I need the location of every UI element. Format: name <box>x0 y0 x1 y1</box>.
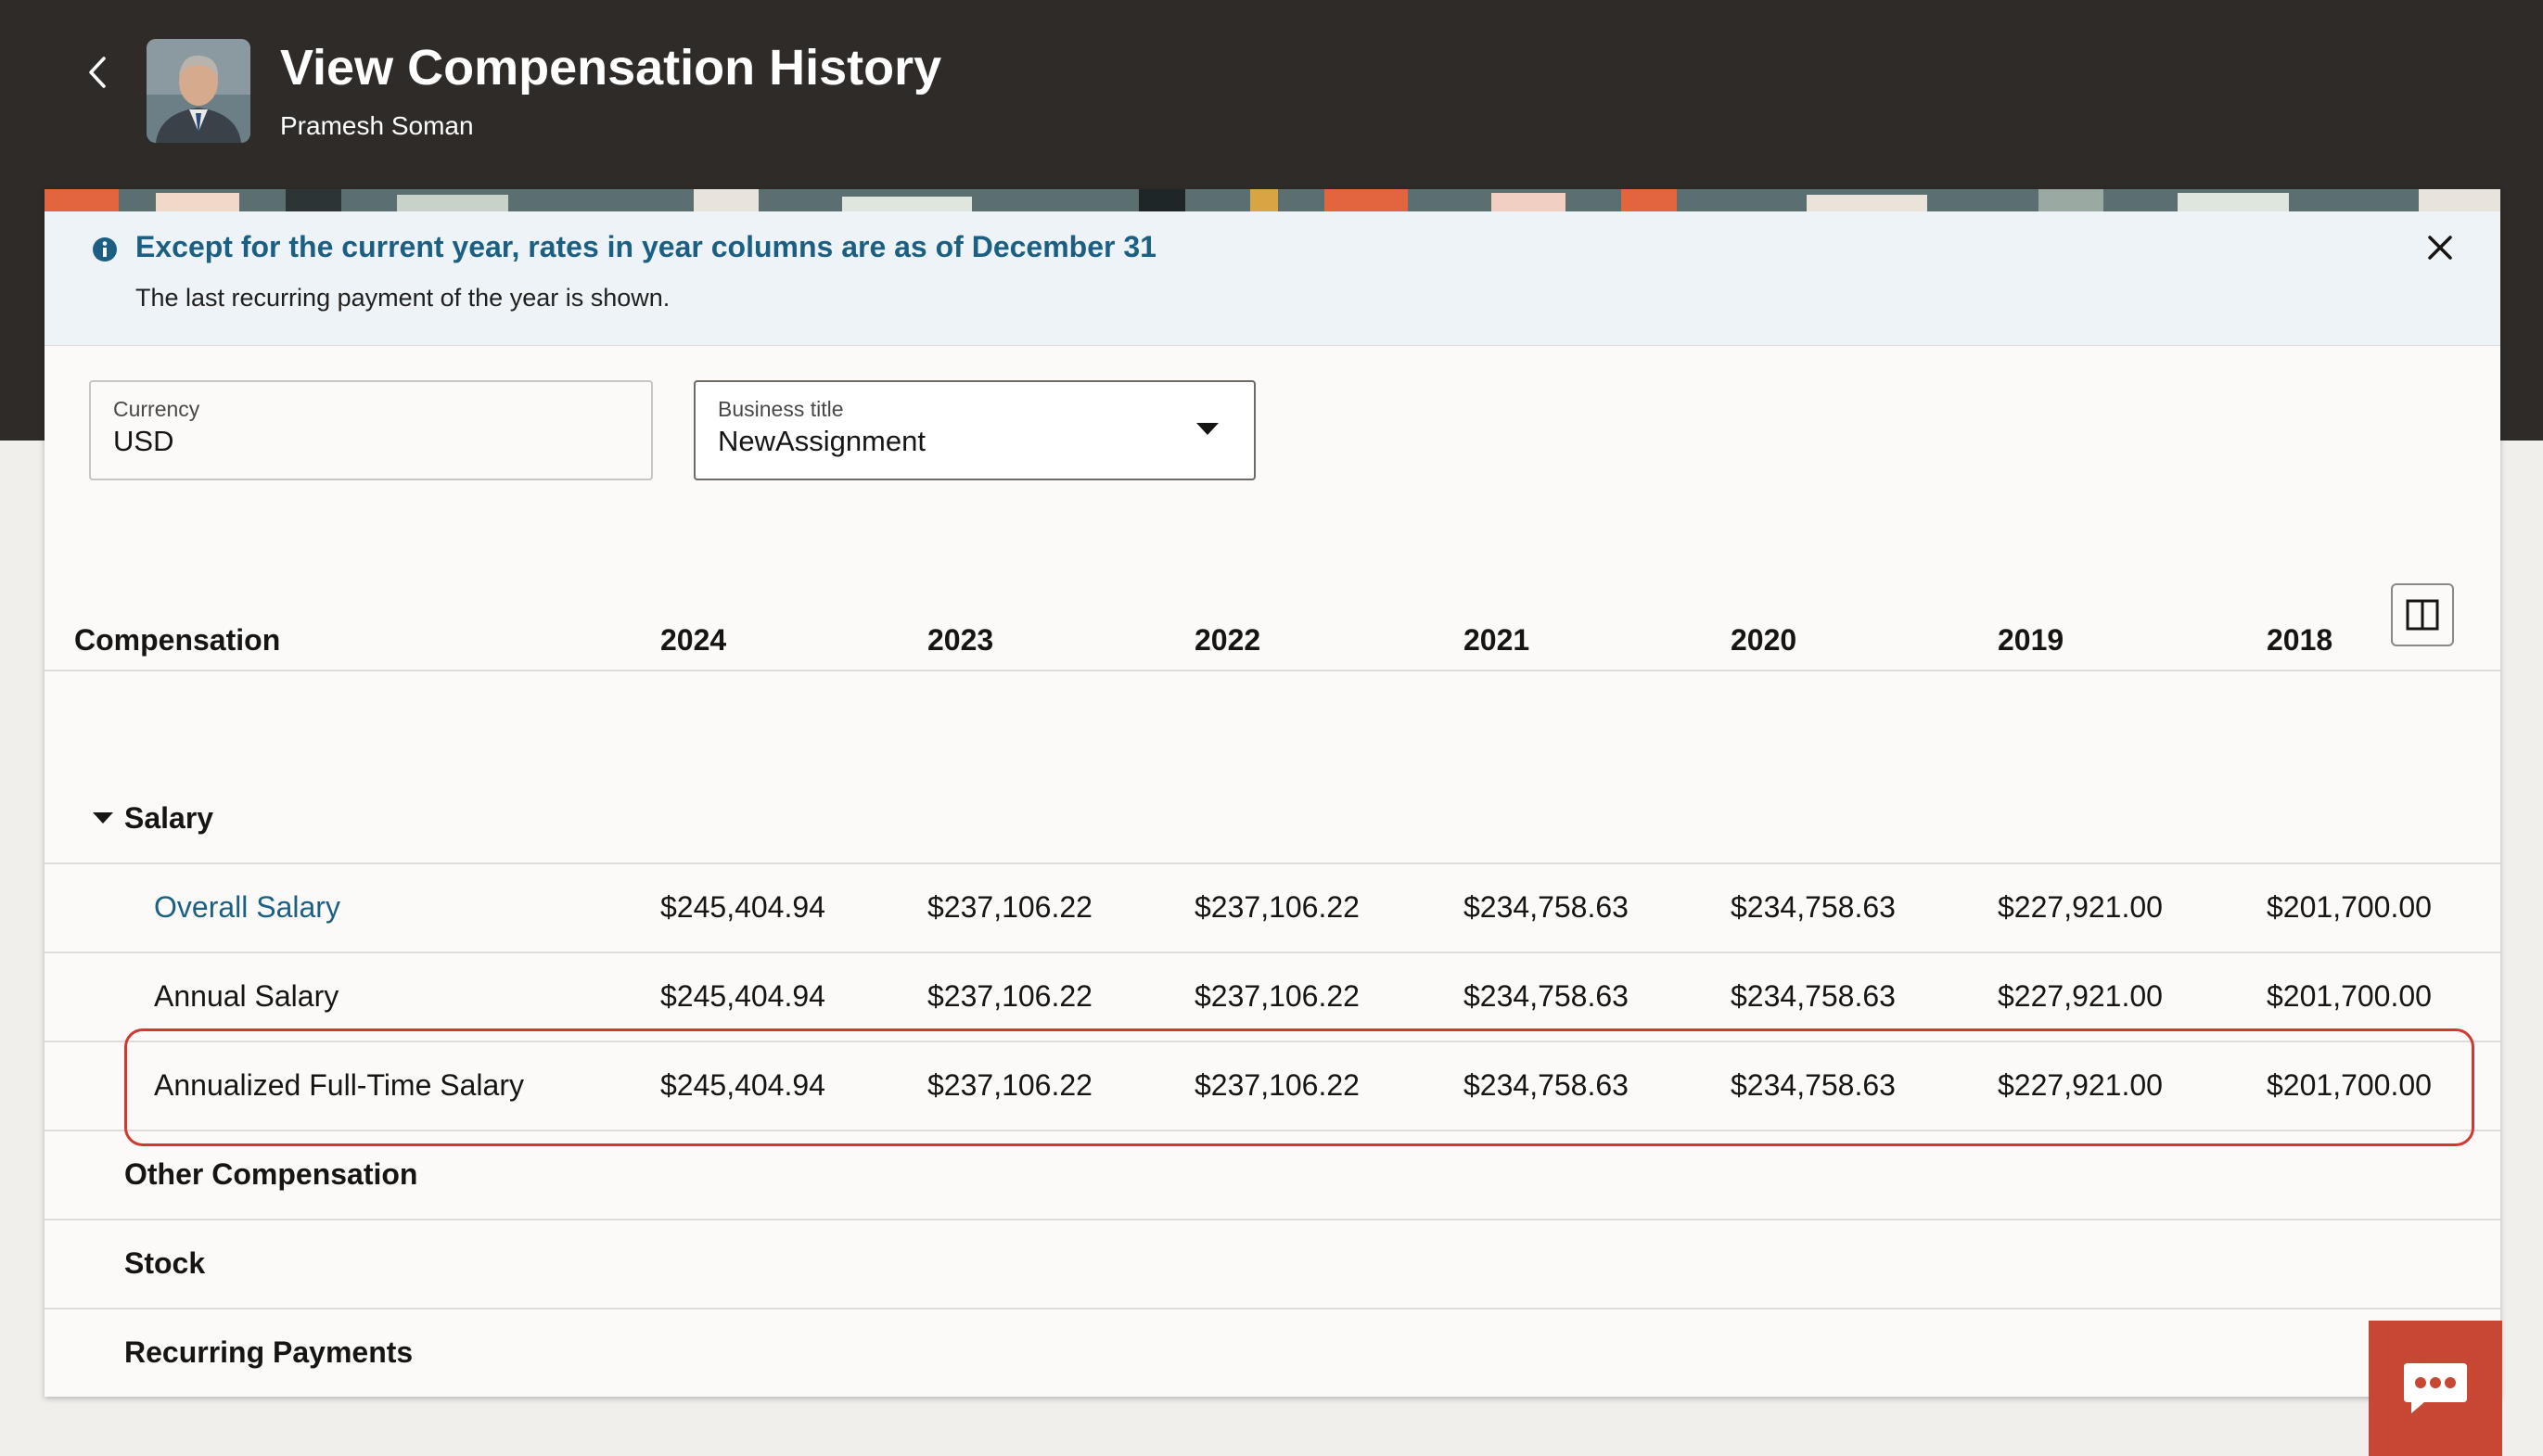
table-cell-value: $237,106.22 <box>927 1068 1093 1102</box>
table-row-annualized-full-time-salary: Annualized Full-Time Salary $245,404.94 $2… <box>45 1041 2500 1131</box>
table-cell-value: $234,758.63 <box>1463 1068 1629 1102</box>
decorative-banner <box>45 189 2500 211</box>
back-button[interactable] <box>79 46 116 98</box>
column-header-year[interactable]: 2020 <box>1731 623 1797 657</box>
table-cell-value: $237,106.22 <box>1195 1068 1360 1102</box>
table-cell-value: $227,921.00 <box>1998 979 2163 1013</box>
table-cell-value: $245,404.94 <box>660 979 825 1013</box>
column-header-year[interactable]: 2021 <box>1463 623 1530 657</box>
table-cell-value: $234,758.63 <box>1463 979 1629 1013</box>
table-cell-value: $234,758.63 <box>1731 1068 1896 1102</box>
page-title: View Compensation History <box>280 40 942 96</box>
table-cell-value: $237,106.22 <box>927 979 1093 1013</box>
column-header-year[interactable]: 2022 <box>1195 623 1261 657</box>
table-cell-value: $201,700.00 <box>2267 1068 2432 1102</box>
column-header-year[interactable]: 2018 <box>2267 623 2333 657</box>
table-cell-value: $201,700.00 <box>2267 890 2432 924</box>
column-header-compensation: Compensation <box>74 623 281 657</box>
overall-salary-link[interactable]: Overall Salary <box>154 890 340 924</box>
table-cell-value: $234,758.63 <box>1731 979 1896 1013</box>
business-title-select[interactable]: Business title NewAssignment <box>694 380 1256 480</box>
column-header-year[interactable]: 2024 <box>660 623 727 657</box>
currency-field: Currency USD <box>89 380 653 480</box>
table-cell-value: $245,404.94 <box>660 890 825 924</box>
currency-value: USD <box>113 425 174 457</box>
table-group-row-other-compensation[interactable]: Other Compensation <box>45 1130 2500 1220</box>
caret-down-icon[interactable] <box>93 812 113 824</box>
chat-icon <box>2404 1363 2467 1413</box>
table-group-row-salary[interactable]: Salary <box>45 773 2500 864</box>
table-group-row-recurring-payments[interactable]: Recurring Payments <box>45 1308 2500 1397</box>
table-cell-value: $245,404.94 <box>660 1068 825 1102</box>
group-label-salary: Salary <box>124 801 214 835</box>
chevron-down-icon[interactable] <box>1196 423 1219 435</box>
person-name: Pramesh Soman <box>280 111 474 140</box>
business-title-label: Business title <box>718 397 844 421</box>
table-cell-value: $234,758.63 <box>1463 890 1629 924</box>
manage-columns-button[interactable] <box>2391 583 2454 646</box>
column-header-year[interactable]: 2023 <box>927 623 994 657</box>
table-cell-value: $237,106.22 <box>927 890 1093 924</box>
table-cell-value: $234,758.63 <box>1731 890 1896 924</box>
group-label: Other Compensation <box>124 1157 418 1191</box>
close-message-button[interactable] <box>2417 224 2463 271</box>
table-cell-value: $237,106.22 <box>1195 890 1360 924</box>
chevron-left-icon <box>89 57 106 88</box>
columns-icon <box>2406 599 2439 631</box>
info-icon <box>93 237 117 262</box>
table-cell-value: $227,921.00 <box>1998 890 2163 924</box>
currency-label: Currency <box>113 397 200 421</box>
business-title-value: NewAssignment <box>718 425 926 457</box>
table-cell-value: $201,700.00 <box>2267 979 2432 1013</box>
table-header-row: Compensation 2024 2023 2022 2021 2020 2019 2018 <box>45 547 2500 671</box>
info-message-title: Except for the current year, rates in ye… <box>135 230 1156 263</box>
table-group-row-stock[interactable]: Stock <box>45 1219 2500 1309</box>
group-label: Stock <box>124 1246 206 1280</box>
row-label: Annualized Full-Time Salary <box>154 1068 524 1102</box>
info-message: Except for the current year, rates in ye… <box>45 211 2500 346</box>
column-header-year[interactable]: 2019 <box>1998 623 2064 657</box>
group-label: Recurring Payments <box>124 1335 414 1369</box>
close-icon <box>2428 236 2452 260</box>
compensation-history-card: Except for the current year, rates in ye… <box>45 189 2500 1397</box>
row-label: Annual Salary <box>154 979 339 1013</box>
table-row-annual-salary: Annual Salary $245,404.94 $237,106.22 $237,… <box>45 952 2500 1042</box>
table-cell-value: $227,921.00 <box>1998 1068 2163 1102</box>
table-cell-value: $237,106.22 <box>1195 979 1360 1013</box>
table-row-overall-salary: Overall Salary $245,404.94 $237,106.22 $237… <box>45 862 2500 953</box>
page-header: View Compensation History Pramesh Soman <box>0 0 2543 185</box>
avatar <box>147 39 250 143</box>
info-message-text: The last recurring payment of the year i… <box>135 284 671 312</box>
chat-button[interactable] <box>2369 1321 2502 1456</box>
